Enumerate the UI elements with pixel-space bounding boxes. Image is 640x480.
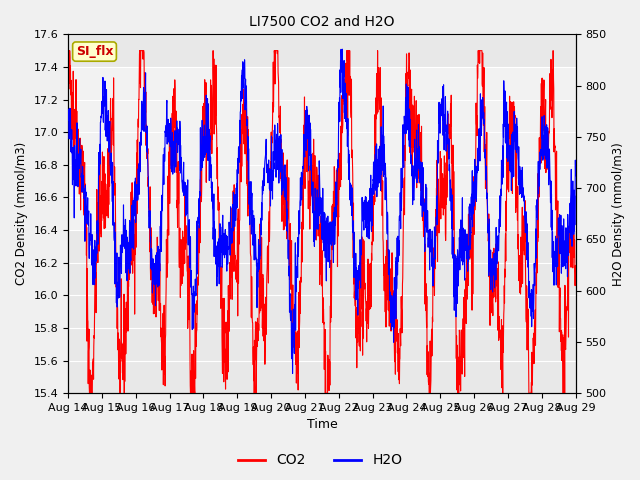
Bar <box>68 67 575 230</box>
Legend: CO2, H2O: CO2, H2O <box>232 448 408 473</box>
Y-axis label: CO2 Density (mmol/m3): CO2 Density (mmol/m3) <box>15 142 28 285</box>
Text: SI_flx: SI_flx <box>76 45 113 58</box>
Title: LI7500 CO2 and H2O: LI7500 CO2 and H2O <box>249 15 395 29</box>
Y-axis label: H2O Density (mmol/m3): H2O Density (mmol/m3) <box>612 142 625 286</box>
X-axis label: Time: Time <box>307 419 337 432</box>
